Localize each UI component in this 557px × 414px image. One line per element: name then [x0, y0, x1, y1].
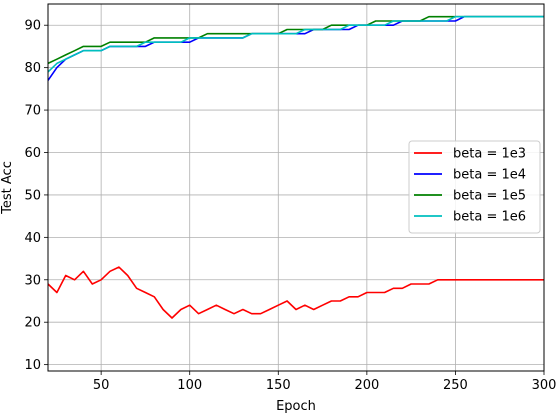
legend-label: beta = 1e5	[453, 189, 526, 204]
y-tick-label: 90	[24, 19, 41, 34]
y-tick-label: 60	[24, 146, 41, 161]
x-axis-label: Epoch	[276, 399, 316, 414]
y-tick-label: 10	[24, 358, 41, 373]
x-tick-label: 150	[266, 378, 291, 393]
x-tick-label: 200	[354, 378, 379, 393]
y-tick-label: 80	[24, 61, 41, 76]
legend-box	[408, 140, 541, 234]
x-tick-label: 250	[443, 378, 468, 393]
plot-frame	[47, 3, 545, 372]
x-tick-label: 100	[177, 378, 202, 393]
y-tick-label: 50	[24, 188, 41, 203]
legend-label: beta = 1e6	[453, 210, 526, 225]
series-line-4	[47, 15, 544, 73]
legend-label: beta = 1e4	[453, 168, 526, 183]
legend-label: beta = 1e3	[453, 147, 526, 162]
y-tick-label: 30	[24, 273, 41, 288]
series-line-1	[47, 266, 544, 319]
y-tick-label: 70	[24, 104, 41, 119]
y-tick-label: 20	[24, 316, 41, 331]
y-tick-label: 40	[24, 231, 41, 246]
legend: beta = 1e3 beta = 1e4 beta = 1e5 beta = 1e6	[408, 140, 541, 234]
x-tick-label: 300	[532, 378, 557, 393]
axis-ticks: 50 100 150 200 250 300 10 20 30 40 50 60 70 80 90	[24, 19, 556, 393]
series-layer	[47, 15, 544, 319]
y-axis-label: Test Acc	[0, 161, 15, 215]
x-tick-label: 50	[93, 378, 110, 393]
